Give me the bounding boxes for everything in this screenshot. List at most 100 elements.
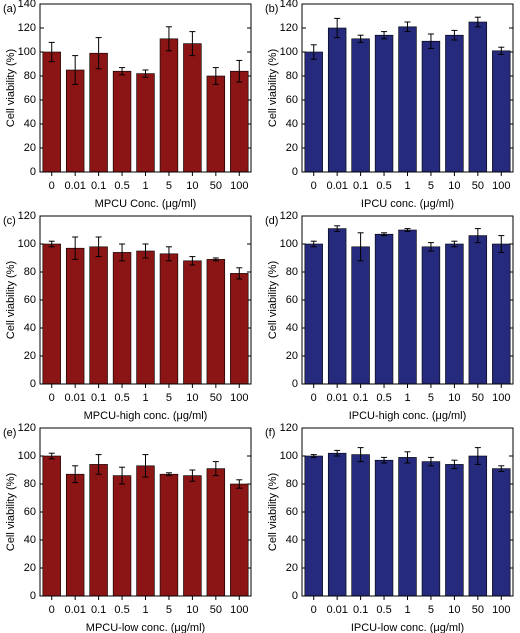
bar xyxy=(304,243,323,385)
bar xyxy=(136,465,155,597)
x-tick-label: 0.01 xyxy=(326,392,347,404)
bar xyxy=(89,246,108,385)
bar xyxy=(492,243,511,385)
x-tick-label: 0.1 xyxy=(353,604,368,616)
x-tick-label: 5 xyxy=(166,180,172,192)
x-axis-label: MPCU-high conc. (μg/ml) xyxy=(84,410,208,422)
x-tick-label: 50 xyxy=(472,180,484,192)
bar xyxy=(445,464,464,597)
panel: (a) 0 20 40 60 80 100 120 140 0 0.01 0.1 0.5 1 5 10 50 10… xyxy=(3,0,252,210)
error-bar xyxy=(404,228,411,232)
x-tick-label: 0.01 xyxy=(64,604,85,616)
error-bar xyxy=(357,34,364,43)
error-bar xyxy=(189,31,196,57)
error-bar xyxy=(381,31,388,40)
x-tick-label: 5 xyxy=(166,392,172,404)
error-bar xyxy=(474,16,481,28)
x-tick-label: 1 xyxy=(404,392,410,404)
x-tick-label: 0.5 xyxy=(114,180,129,192)
error-bar xyxy=(236,479,243,489)
x-axis-label: IPCU-low conc. (μg/ml) xyxy=(351,622,464,633)
error-bar xyxy=(451,29,458,41)
bar xyxy=(351,38,370,173)
y-tick-label: 80 xyxy=(24,266,36,278)
x-tick-label: 0 xyxy=(311,604,317,616)
bar xyxy=(398,229,417,385)
x-tick-label: 0.5 xyxy=(376,604,391,616)
bar xyxy=(398,457,417,597)
x-tick-label: 0 xyxy=(49,180,55,192)
y-tick-label: 80 xyxy=(286,70,298,82)
error-bar xyxy=(498,235,505,253)
panel-label: (f) xyxy=(265,427,275,439)
error-bar xyxy=(142,454,149,478)
bar xyxy=(136,250,155,385)
error-bar xyxy=(310,240,317,248)
panel-label: (b) xyxy=(265,3,278,15)
y-tick-label: 20 xyxy=(24,142,36,154)
error-bar xyxy=(72,236,79,260)
y-tick-label: 120 xyxy=(280,22,298,34)
x-tick-label: 100 xyxy=(230,180,248,192)
x-tick-label: 10 xyxy=(186,604,198,616)
x-tick-label: 0.5 xyxy=(114,392,129,404)
error-bar xyxy=(142,243,149,259)
x-tick-label: 50 xyxy=(210,180,222,192)
y-tick-label: 0 xyxy=(292,378,298,390)
y-tick-label: 140 xyxy=(280,0,298,10)
x-tick-label: 0.01 xyxy=(326,180,347,192)
x-tick-label: 0 xyxy=(49,604,55,616)
error-bar xyxy=(404,21,411,33)
y-tick-label: 80 xyxy=(286,266,298,278)
y-axis-label: Cell viability (%) xyxy=(267,261,279,339)
error-bar xyxy=(165,472,172,477)
y-tick-label: 100 xyxy=(280,46,298,58)
x-tick-label: 5 xyxy=(166,604,172,616)
y-tick-label: 20 xyxy=(286,142,298,154)
bar xyxy=(468,21,488,173)
bar xyxy=(230,70,249,173)
x-tick-label: 1 xyxy=(404,180,410,192)
error-bar xyxy=(165,246,172,262)
y-tick-label: 60 xyxy=(24,294,36,306)
bar xyxy=(183,43,202,173)
x-tick-label: 1 xyxy=(142,392,148,404)
bar xyxy=(112,70,132,173)
x-tick-label: 0 xyxy=(311,392,317,404)
y-tick-label: 0 xyxy=(30,378,36,390)
error-bar xyxy=(165,26,172,52)
error-bar xyxy=(474,447,481,465)
panel: (e) 0 20 40 60 80 100 120 0 0.01 0.1 0.5 1 5 10 50 100 MP… xyxy=(3,422,252,633)
x-tick-label: 0.1 xyxy=(353,392,368,404)
error-bar xyxy=(334,225,341,232)
x-tick-label: 50 xyxy=(210,604,222,616)
bar xyxy=(327,228,347,385)
bar xyxy=(206,75,226,173)
bar xyxy=(421,461,441,597)
y-axis-label: Cell viability (%) xyxy=(267,49,279,127)
bar xyxy=(468,455,488,597)
bar xyxy=(112,475,132,597)
error-bar xyxy=(334,449,341,457)
x-tick-label: 0.01 xyxy=(64,392,85,404)
x-tick-label: 1 xyxy=(142,604,148,616)
error-bar xyxy=(427,242,434,252)
x-tick-label: 5 xyxy=(428,392,434,404)
bar xyxy=(351,246,370,385)
x-tick-label: 0 xyxy=(311,180,317,192)
error-bar xyxy=(119,243,126,262)
x-tick-label: 100 xyxy=(230,604,248,616)
y-tick-label: 40 xyxy=(286,534,298,546)
bar xyxy=(445,243,464,385)
y-tick-label: 120 xyxy=(280,422,298,434)
bar xyxy=(304,51,323,173)
y-tick-label: 120 xyxy=(18,210,36,222)
y-tick-label: 120 xyxy=(18,422,36,434)
x-axis-label: MPCU-low conc. (μg/ml) xyxy=(86,622,205,633)
panel-label: (a) xyxy=(3,3,16,15)
y-tick-label: 20 xyxy=(286,350,298,362)
bar xyxy=(492,50,511,173)
bar xyxy=(374,34,394,173)
x-tick-label: 10 xyxy=(186,180,198,192)
error-bar xyxy=(212,461,219,477)
